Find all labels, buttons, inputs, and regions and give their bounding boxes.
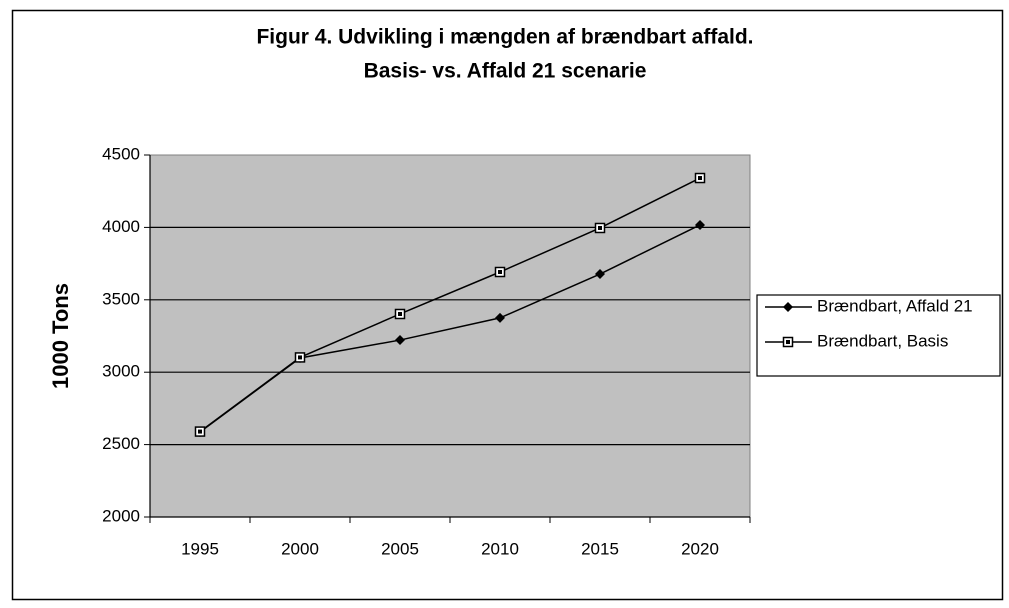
series-line bbox=[199, 177, 701, 433]
marker bbox=[495, 312, 505, 323]
marker-inner bbox=[698, 176, 702, 181]
y-axis-label: 1000 Tons bbox=[48, 283, 73, 389]
marker-inner bbox=[786, 340, 790, 344]
plot-area bbox=[149, 154, 751, 518]
legend-label: Brændbart, Affald 21 bbox=[817, 296, 973, 315]
marker-inner bbox=[298, 355, 302, 360]
x-tick-label: 2010 bbox=[481, 539, 519, 558]
x-tick-label: 2020 bbox=[681, 539, 719, 558]
marker-inner bbox=[498, 269, 502, 274]
legend-label: Brændbart, Basis bbox=[817, 331, 948, 350]
marker-inner bbox=[598, 225, 602, 230]
y-tick-label: 2000 bbox=[102, 506, 140, 525]
y-tick-label: 4000 bbox=[102, 217, 140, 236]
marker-inner bbox=[398, 311, 402, 316]
y-tick-label: 3000 bbox=[102, 362, 140, 381]
x-tick-label: 2015 bbox=[581, 539, 619, 558]
marker-inner bbox=[198, 429, 202, 434]
marker bbox=[595, 269, 605, 280]
y-tick-label: 2500 bbox=[102, 434, 140, 453]
marker bbox=[783, 302, 793, 312]
chart-title: Figur 4. Udvikling i mængden af brændbar… bbox=[256, 26, 753, 49]
legend-box bbox=[756, 294, 1001, 377]
marker bbox=[395, 335, 405, 346]
y-tick-label: 4500 bbox=[102, 144, 140, 163]
x-tick-label: 2000 bbox=[281, 539, 319, 558]
chart-subtitle: Basis- vs. Affald 21 scenarie bbox=[364, 60, 647, 83]
x-tick-label: 2005 bbox=[381, 539, 419, 558]
marker bbox=[695, 219, 705, 230]
x-tick-label: 1995 bbox=[181, 539, 219, 558]
y-tick-label: 3500 bbox=[102, 289, 140, 308]
